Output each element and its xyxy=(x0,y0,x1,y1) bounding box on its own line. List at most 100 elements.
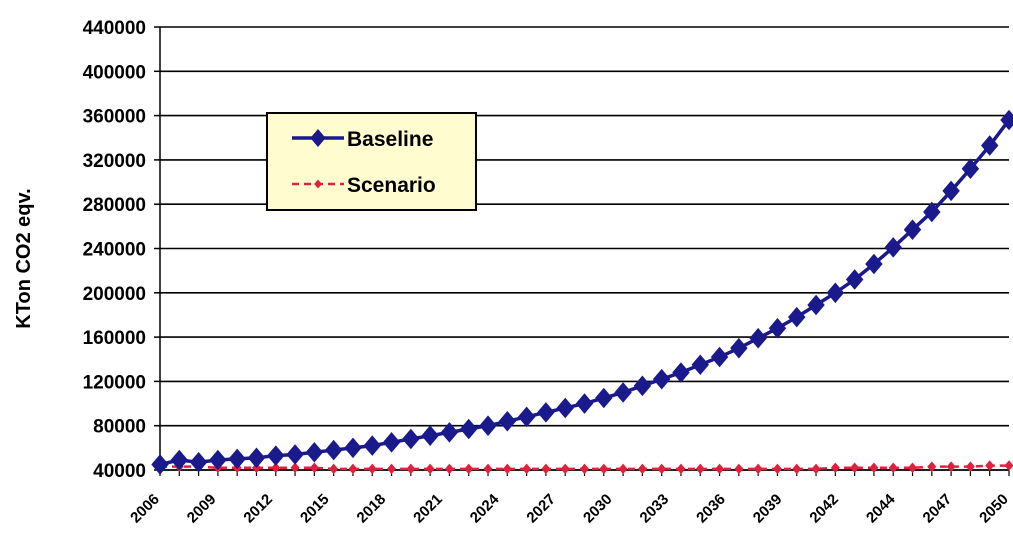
legend-item-scenario: Scenario xyxy=(292,174,436,197)
legend-label: Baseline xyxy=(347,128,433,151)
baseline-point xyxy=(768,317,787,339)
baseline-point xyxy=(479,415,497,436)
baseline-point xyxy=(363,435,381,456)
scenario-point xyxy=(444,463,454,475)
y-axis-title: KTon CO2 eqv. xyxy=(13,188,35,328)
baseline-point xyxy=(923,201,941,223)
baseline-point xyxy=(942,180,960,202)
baseline-point xyxy=(286,444,304,465)
baseline-point xyxy=(1000,109,1013,131)
x-axis-ticks: 2006 2009 2012 2015 2018 2021 2024 2027 2030 2033… xyxy=(127,470,1012,526)
x-tick-label: 2047 xyxy=(920,491,956,527)
scenario-point xyxy=(1004,460,1013,471)
baseline-point xyxy=(305,442,324,463)
x-tick-label: 2009 xyxy=(184,491,220,527)
scenario-point xyxy=(348,463,358,475)
baseline-point xyxy=(498,410,517,432)
baseline-point xyxy=(826,282,845,304)
scenario-point xyxy=(965,461,975,472)
legend-swatch-marker xyxy=(310,129,326,147)
baseline-point xyxy=(382,432,401,453)
x-tick-label: 2024 xyxy=(467,490,503,526)
baseline-point xyxy=(189,451,208,473)
y-tick-label: 440000 xyxy=(83,18,146,39)
legend-swatch-marker xyxy=(314,179,322,189)
scenario-point xyxy=(541,463,551,475)
scenario-point xyxy=(869,462,879,474)
scenario-point xyxy=(464,463,474,475)
scenario-point xyxy=(734,463,744,475)
scenario-point xyxy=(811,463,821,475)
scenario-point xyxy=(599,463,609,475)
baseline-point xyxy=(440,422,459,443)
legend-label: Scenario xyxy=(347,174,436,197)
baseline-point xyxy=(402,428,420,450)
y-tick-label: 360000 xyxy=(83,107,146,128)
scenario-point xyxy=(387,463,397,475)
baseline-point xyxy=(575,393,594,414)
scenario-point xyxy=(271,462,281,474)
x-tick-label: 2039 xyxy=(750,491,786,527)
baseline-point xyxy=(710,346,729,368)
x-tick-label: 2050 xyxy=(976,491,1012,527)
baseline-point xyxy=(421,425,439,446)
x-tick-label: 2030 xyxy=(580,491,616,527)
baseline-point xyxy=(788,306,806,328)
scenario-point xyxy=(772,463,782,475)
y-tick-label: 160000 xyxy=(83,328,146,349)
scenario-point xyxy=(908,462,918,474)
x-tick-label: 2036 xyxy=(693,491,729,527)
y-tick-label: 320000 xyxy=(83,151,146,172)
baseline-point xyxy=(845,269,864,290)
x-tick-label: 2015 xyxy=(297,491,333,527)
scenario-point xyxy=(483,463,493,475)
x-tick-label: 2044 xyxy=(863,490,899,526)
legend: Baseline Scenario xyxy=(266,112,477,211)
baseline-point xyxy=(903,219,922,240)
baseline-point xyxy=(595,387,613,409)
scenario-point xyxy=(695,463,705,475)
baseline-point xyxy=(633,375,652,397)
x-tick-label: 2033 xyxy=(637,491,673,527)
legend-item-baseline: Baseline xyxy=(292,128,433,151)
baseline-point xyxy=(691,354,710,376)
scenario-point xyxy=(618,463,628,475)
x-tick-label: 2006 xyxy=(127,491,163,527)
scenario-point xyxy=(637,463,647,475)
scenario-point xyxy=(522,463,532,475)
series-scenario xyxy=(155,460,1013,475)
scenario-point xyxy=(676,463,686,475)
y-tick-label: 400000 xyxy=(83,62,146,83)
scenario-point xyxy=(580,463,589,475)
scenario-point xyxy=(329,463,339,475)
baseline-point xyxy=(652,368,671,390)
y-tick-label: 240000 xyxy=(83,240,146,261)
baseline-point xyxy=(537,402,555,423)
y-axis-ticks: 40000 80000 120000 160000 200000 240000 280000… xyxy=(83,18,160,482)
scenario-point xyxy=(406,463,416,475)
scenario-point xyxy=(560,463,570,475)
baseline-point xyxy=(459,418,478,440)
y-tick-label: 120000 xyxy=(83,372,146,393)
series-baseline xyxy=(151,109,1013,475)
scenario-point xyxy=(425,463,435,475)
baseline-point xyxy=(672,362,690,383)
y-tick-label: 200000 xyxy=(83,284,146,305)
scenario-point xyxy=(946,461,956,472)
y-tick-label: 80000 xyxy=(93,417,146,438)
baseline-point xyxy=(730,337,748,359)
y-tick-label: 40000 xyxy=(93,461,146,482)
baseline-point xyxy=(228,448,246,470)
baseline-point xyxy=(247,447,266,469)
scenario-point xyxy=(367,463,377,475)
scenario-point xyxy=(850,462,860,474)
baseline-point xyxy=(344,437,362,459)
scenario-point xyxy=(715,463,725,475)
baseline-point xyxy=(209,449,227,471)
scenario-point xyxy=(888,462,898,474)
x-tick-label: 2021 xyxy=(410,491,446,527)
baseline-point xyxy=(151,454,169,475)
scenario-point xyxy=(502,463,512,475)
x-tick-label: 2042 xyxy=(806,491,842,527)
